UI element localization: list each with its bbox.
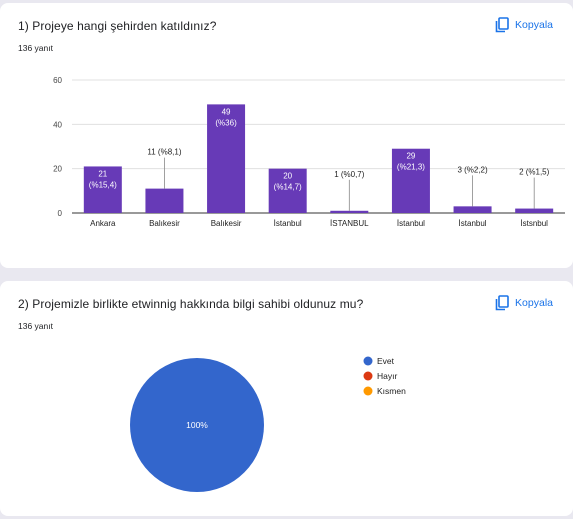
data-label: (%15,4) [89, 180, 117, 189]
pie-slice [130, 358, 264, 492]
data-label: 2 (%1,5) [519, 168, 550, 177]
legend-label: Hayır [377, 371, 397, 381]
copy-icon [495, 295, 509, 311]
y-tick-label: 0 [58, 209, 63, 218]
question-card-1: 1) Projeye hangi şehirden katıldınız? 13… [0, 3, 573, 268]
bar [145, 188, 184, 213]
x-category-label: Balıkesir [149, 219, 180, 228]
bar [515, 208, 554, 213]
copy-button[interactable]: Kopyala [495, 17, 553, 33]
bar [330, 210, 369, 213]
data-label: 21 [98, 169, 107, 178]
data-label: 1 (%0,7) [334, 170, 365, 179]
question-title: 2) Projemizle birlikte etwinnig hakkında… [18, 297, 364, 311]
copy-icon [495, 17, 509, 33]
copy-label: Kopyala [515, 19, 553, 31]
legend-label: Evet [377, 356, 395, 366]
bar [453, 206, 492, 213]
bar [83, 166, 122, 213]
x-category-label: İstanbul [459, 219, 487, 228]
legend-marker [363, 371, 373, 381]
response-count: 136 yanıt [18, 43, 53, 53]
data-label: (%14,7) [274, 183, 302, 192]
response-count: 136 yanıt [18, 321, 53, 331]
copy-label: Kopyala [515, 297, 553, 309]
y-tick-label: 60 [53, 76, 62, 85]
question-title: 1) Projeye hangi şehirden katıldınız? [18, 19, 217, 33]
x-category-label: Ankara [90, 219, 116, 228]
x-category-label: İstanbul [274, 219, 302, 228]
y-tick-label: 40 [53, 120, 62, 129]
x-category-label: İstanbul [397, 219, 425, 228]
legend-label: Kısmen [377, 386, 406, 396]
copy-button[interactable]: Kopyala [495, 295, 553, 311]
legend-marker [363, 356, 373, 366]
question-card-2: 2) Projemizle birlikte etwinnig hakkında… [0, 281, 573, 516]
bar [268, 168, 307, 213]
x-category-label: Balıkesir [211, 219, 242, 228]
y-tick-label: 20 [53, 165, 62, 174]
bar-chart: 0 20 40 60 21 (%15,4) Ankara 11 (%8,1) Balıkesir… [53, 76, 565, 228]
data-label: (%21,3) [397, 163, 425, 172]
data-label: 49 [222, 107, 231, 116]
data-label: 11 (%8,1) [147, 148, 181, 157]
data-label: 3 (%2,2) [457, 165, 488, 174]
pie-chart: 100% Evet Hayır Kısmen [130, 356, 406, 492]
bar [207, 104, 246, 213]
data-label: 29 [406, 152, 415, 161]
legend-marker [363, 386, 373, 396]
x-category-label: İstsnbul [520, 219, 548, 228]
bar [391, 148, 430, 213]
x-category-label: İSTANBUL [330, 219, 369, 228]
pie-slice-label: 100% [186, 420, 208, 430]
data-label: (%36) [215, 118, 237, 127]
data-label: 20 [283, 172, 292, 181]
